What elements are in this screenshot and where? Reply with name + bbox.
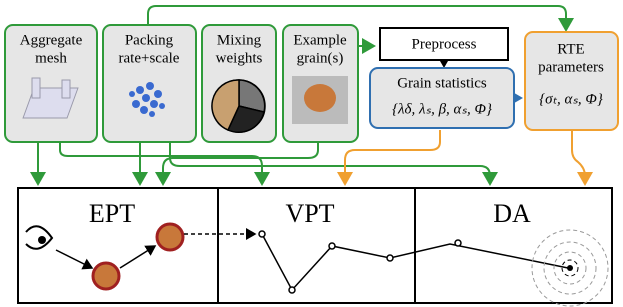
label: grain(s) <box>297 50 344 66</box>
da-point <box>567 265 573 271</box>
label: Aggregate <box>20 32 83 48</box>
label: rate+scale <box>119 50 180 66</box>
label: RTE <box>557 41 584 57</box>
orange-arrows <box>345 130 585 184</box>
label: weights <box>216 50 263 66</box>
label: Grain statistics <box>397 75 487 91</box>
label: Packing <box>125 32 174 48</box>
panel-title: DA <box>493 199 531 228</box>
label: Example <box>293 32 347 48</box>
label: Preprocess <box>412 36 477 52</box>
input-box: Aggregate mesh <box>5 25 97 142</box>
label: parameters <box>538 59 604 75</box>
panel-title: EPT <box>89 199 135 228</box>
label: Mixing <box>217 32 262 48</box>
params: {σₜ, αₛ, Φ} <box>539 91 603 107</box>
input-box: Example grain(s) <box>283 25 358 142</box>
diagram: Aggregate mesh Packing rate+scale Mixing… <box>0 0 623 307</box>
panel-title: VPT <box>285 199 334 228</box>
params: {λδ, λₛ, β, αₛ, Φ} <box>392 101 492 117</box>
input-box: Mixing weights <box>202 25 276 142</box>
grain-icon <box>304 84 336 112</box>
label: mesh <box>35 50 67 66</box>
input-box: Packing rate+scale <box>103 25 196 142</box>
page: Aggregate mesh Packing rate+scale Mixing… <box>0 0 623 307</box>
pie-icon <box>212 80 265 132</box>
